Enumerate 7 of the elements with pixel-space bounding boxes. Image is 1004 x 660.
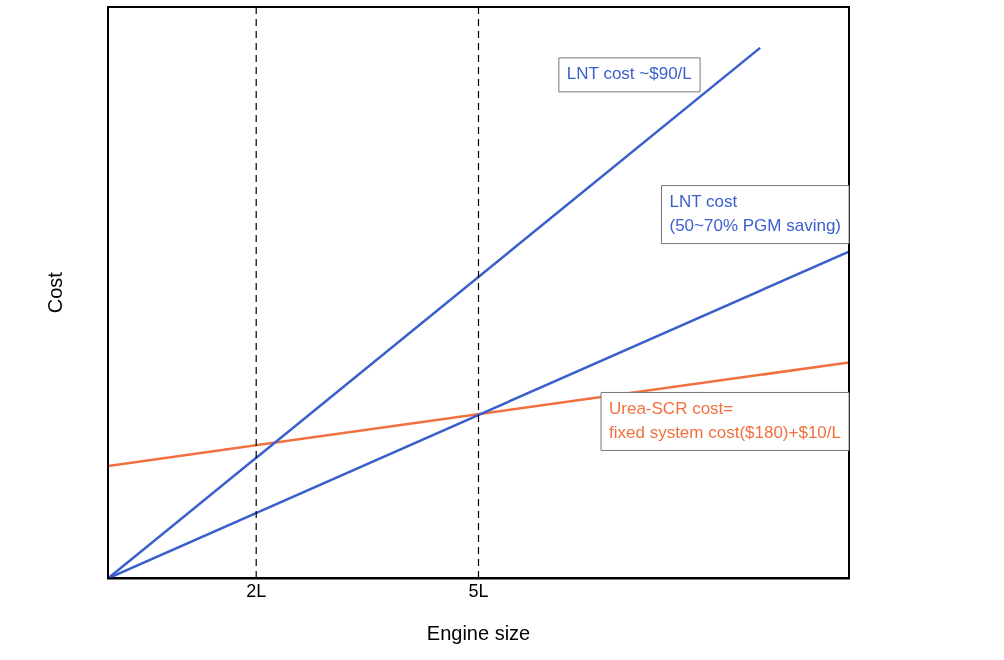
series-label: LNT cost (50~70% PGM saving) — [669, 191, 842, 235]
x-tick-label: 5L — [468, 581, 489, 602]
x-axis-title: Engine size — [426, 621, 531, 644]
x-tick-label: 2L — [246, 581, 267, 602]
series-label: LNT cost ~$90/L — [566, 64, 692, 84]
y-axis-title: Cost — [43, 271, 66, 314]
series-label: Urea-SCR cost= fixed system cost($180)+$10/L — [609, 398, 841, 442]
